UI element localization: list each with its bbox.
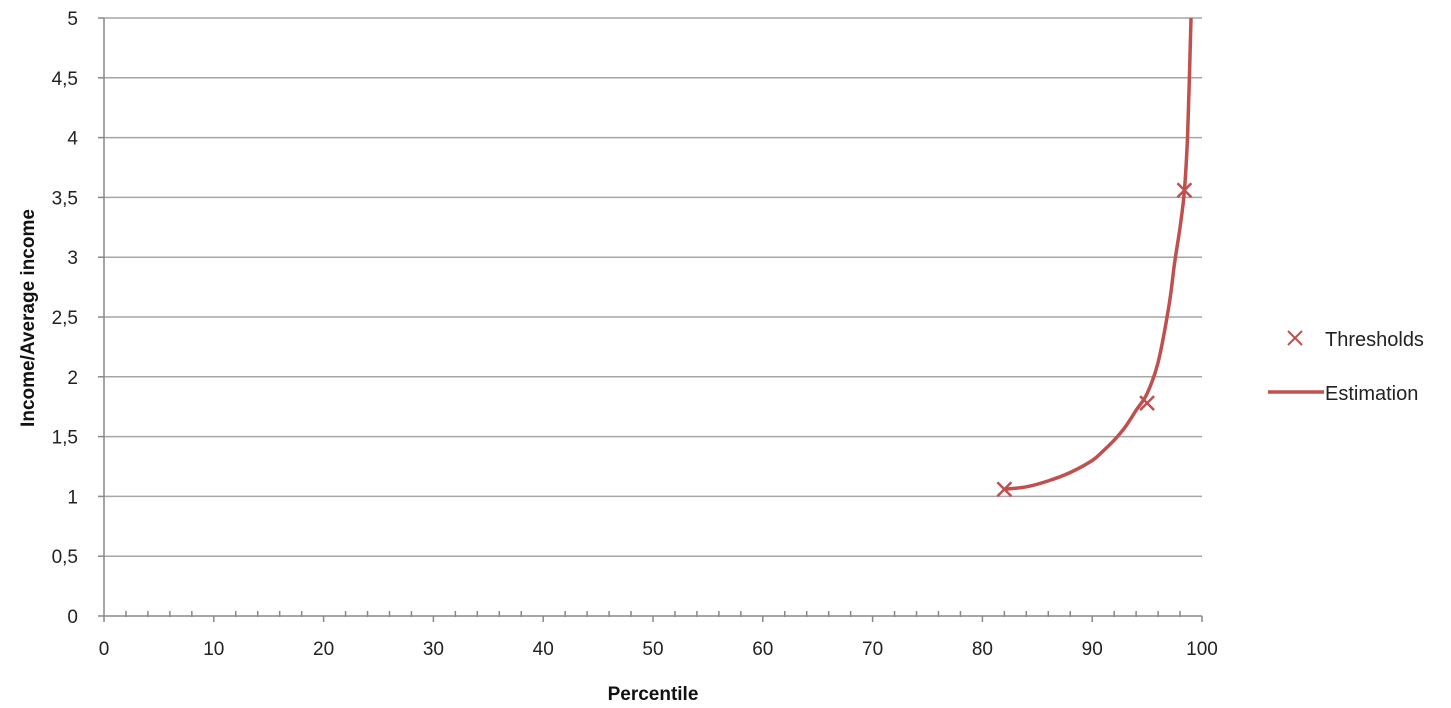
x-tick-label: 70 <box>862 639 883 660</box>
y-tick-label: 3,5 <box>52 188 78 209</box>
legend-label-estimation: Estimation <box>1325 383 1418 405</box>
y-tick-label: 4 <box>67 129 78 150</box>
threshold-marker <box>996 481 1013 498</box>
y-tick-label: 0 <box>67 607 78 628</box>
y-tick-label: 3 <box>67 248 78 269</box>
legend: Thresholds Estimation <box>1268 329 1424 405</box>
x-tick-label: 50 <box>642 639 663 660</box>
x-tick-label: 20 <box>313 639 334 660</box>
y-tick-label: 2,5 <box>52 308 78 329</box>
threshold-marker <box>1176 182 1193 199</box>
gridlines <box>104 17 1202 557</box>
y-tick-label: 2 <box>67 368 78 389</box>
x-tick-label: 30 <box>423 639 444 660</box>
x-tick-label: 0 <box>99 639 110 660</box>
y-tick-label: 1 <box>67 487 78 508</box>
legend-marker-thresholds <box>1287 330 1303 346</box>
y-axis-tick-labels: 0 0,5 1 1,5 2 2,5 3 3,5 4 4,5 5 <box>52 9 79 628</box>
x-tick-label: 80 <box>972 639 993 660</box>
x-tick-label: 10 <box>203 639 224 660</box>
y-tick-label: 5 <box>67 9 78 30</box>
y-axis-title: Income/Average income <box>18 209 39 427</box>
axes <box>98 17 1203 622</box>
y-tick-label: 1,5 <box>52 428 78 449</box>
y-tick-label: 0,5 <box>52 547 78 568</box>
y-tick-label: 4,5 <box>52 69 78 90</box>
x-axis-tick-labels: 0 10 20 30 40 50 60 70 80 90 100 <box>99 639 1218 660</box>
series-layer <box>996 17 1193 498</box>
legend-label-thresholds: Thresholds <box>1325 329 1424 351</box>
x-axis-title: Percentile <box>608 684 699 705</box>
threshold-marker <box>1139 395 1155 411</box>
x-tick-label: 90 <box>1082 639 1103 660</box>
x-tick-label: 100 <box>1186 639 1218 660</box>
x-tick-label: 40 <box>533 639 554 660</box>
x-tick-label: 60 <box>752 639 773 660</box>
estimation-line <box>1004 17 1193 491</box>
